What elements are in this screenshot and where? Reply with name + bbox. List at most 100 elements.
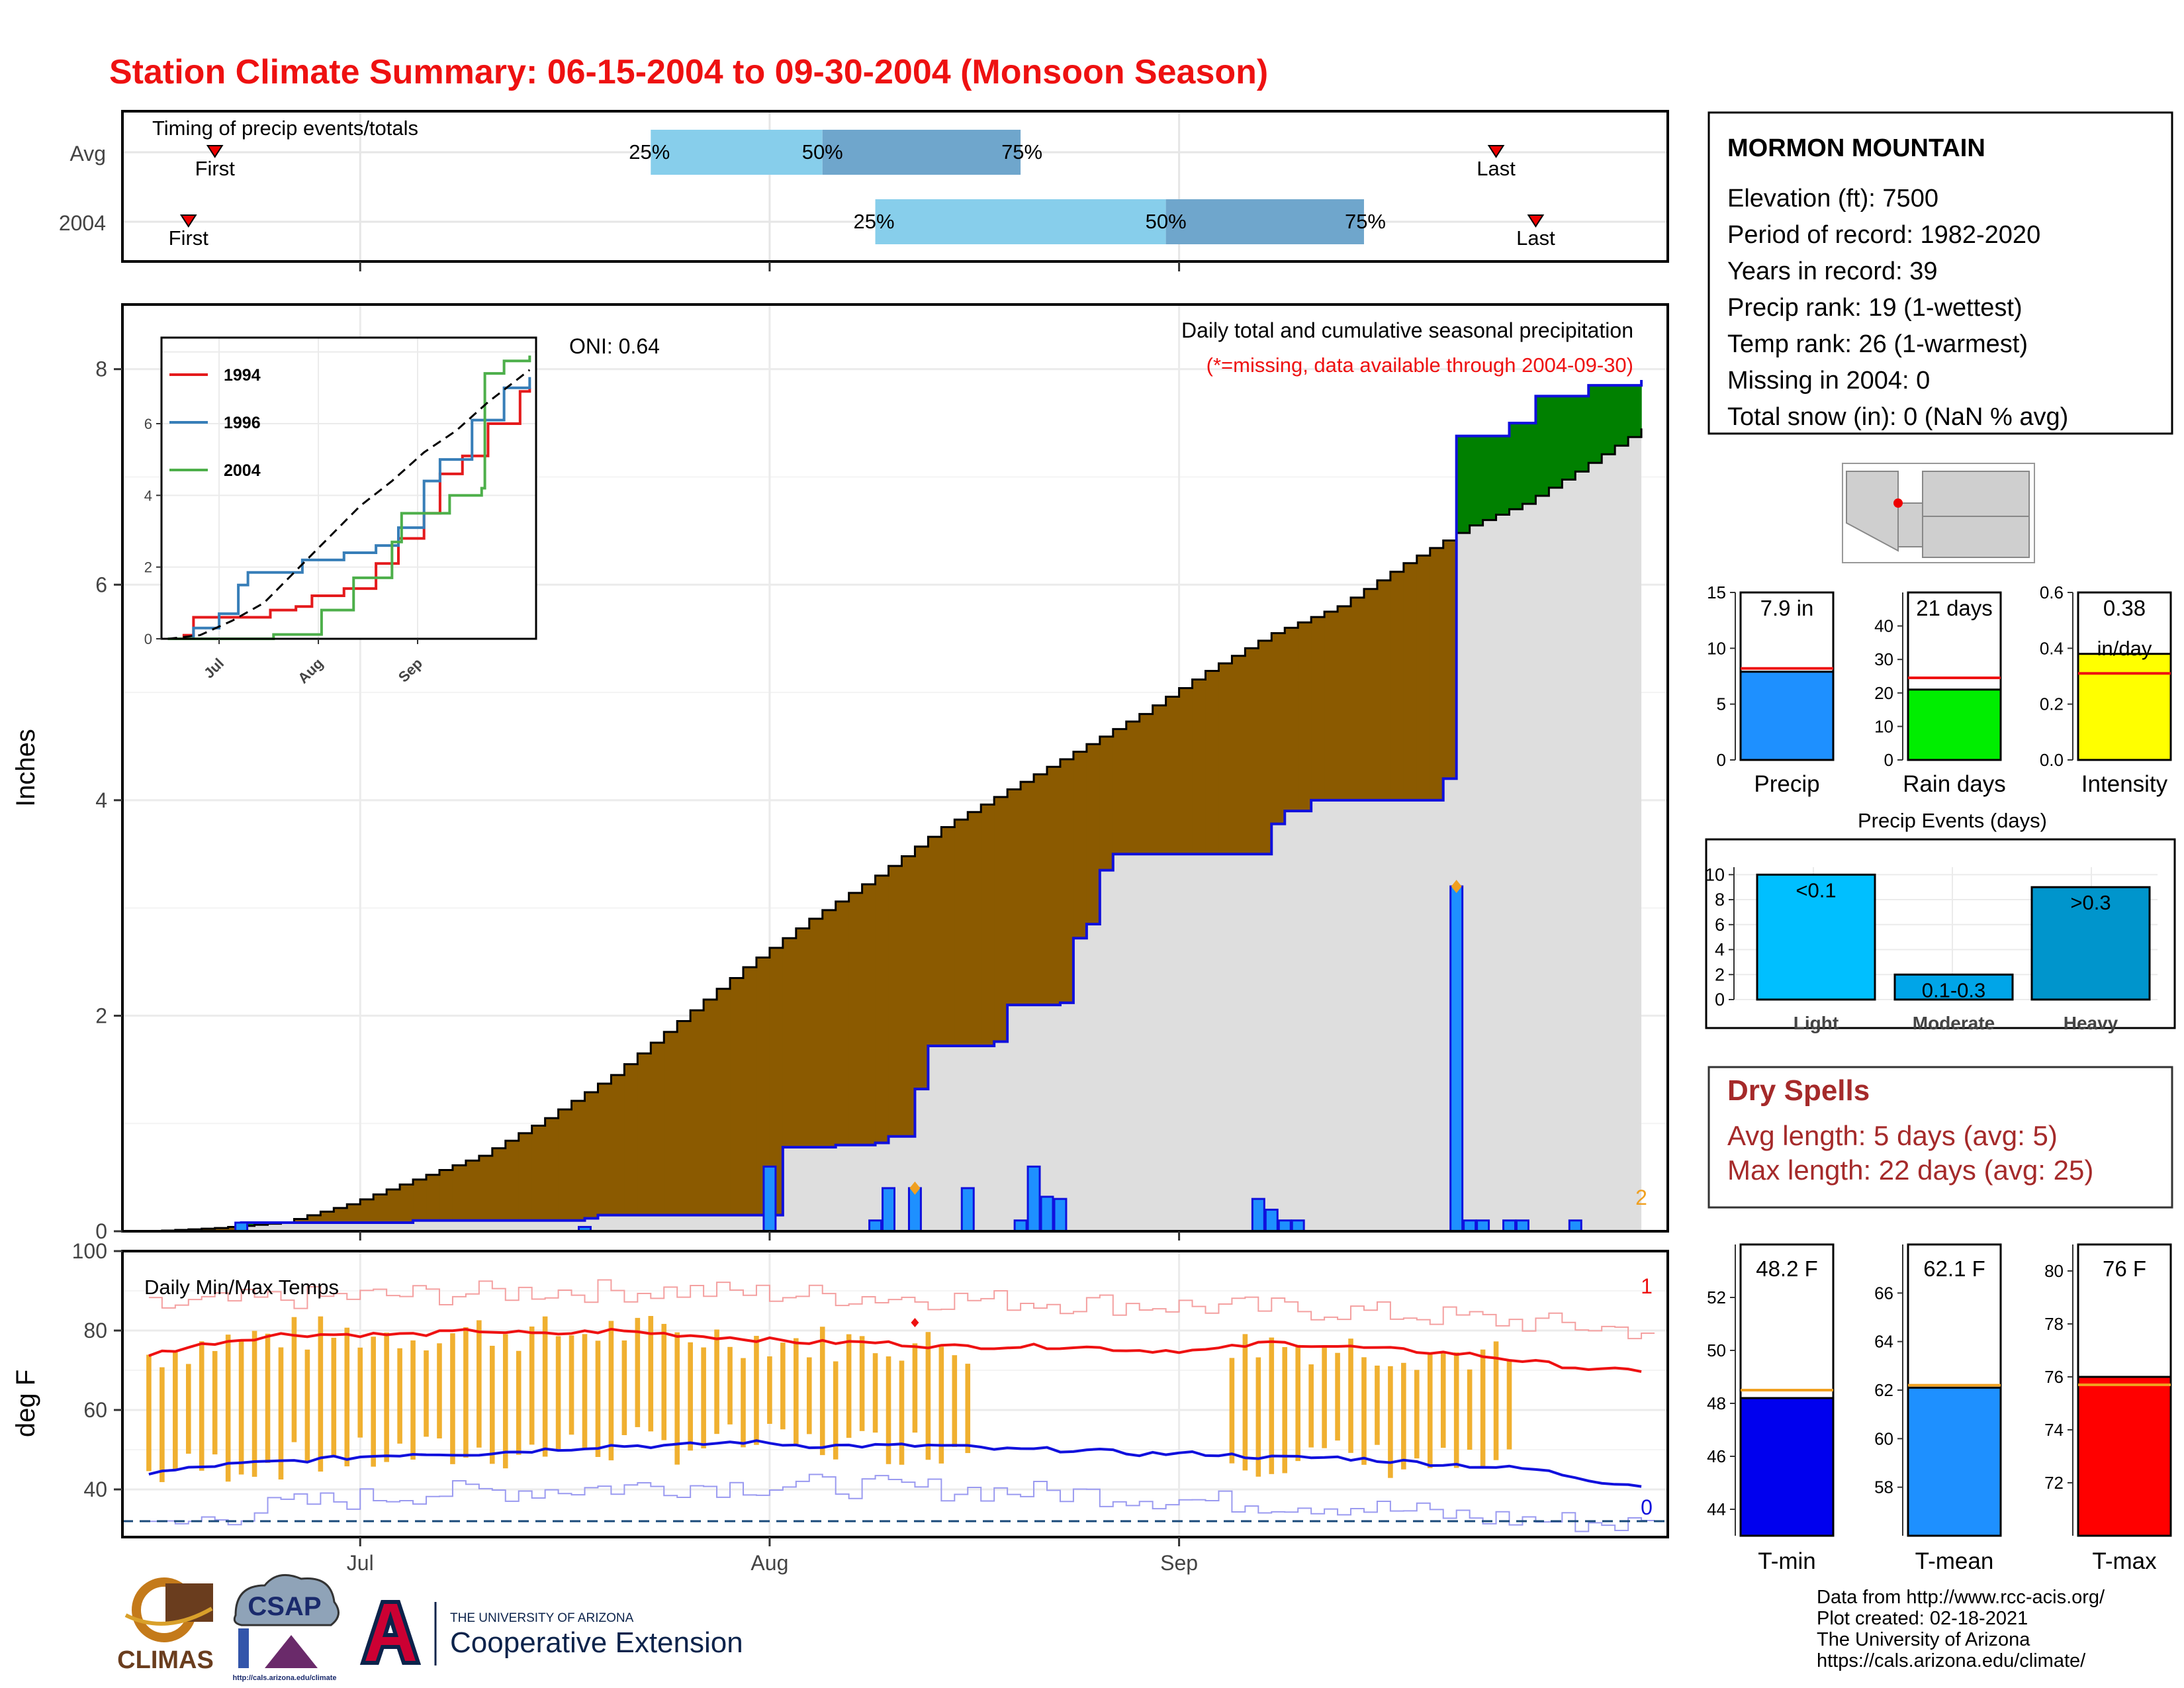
legend-label: 1996: [224, 414, 261, 432]
events-bar-heavy: [2030, 886, 2151, 1001]
small-bar-label: Rain days: [1903, 771, 2006, 797]
deficit-area: [1165, 696, 1180, 855]
temp-bar-chart-t-min: 44 46 48 50 52 48.2 F T-min: [1707, 1243, 1835, 1574]
daily-temp-range-bar: [741, 1358, 746, 1448]
daily-temp-range-bar: [701, 1347, 706, 1448]
events-title: Precip Events (days): [1858, 809, 2047, 832]
deficit-area: [704, 1000, 717, 1215]
daily-temp-range-bar: [1282, 1346, 1288, 1474]
y-tick-label: 60: [83, 1398, 107, 1422]
daily-precip-bar: [1026, 1165, 1041, 1233]
daily-temp-range-bar: [173, 1352, 178, 1470]
temp-bar-tick-label: 44: [1707, 1499, 1726, 1519]
daily-temp-range-bar: [278, 1347, 284, 1479]
precip-panel: 0 2 4 6 8 Inches Daily total and cumulative …: [11, 303, 1669, 1243]
precip-corner-count: 2: [1635, 1186, 1647, 1209]
timing-label-50: 50%: [802, 140, 843, 164]
deficit-area: [598, 1083, 612, 1215]
timing-marker-first-icon: [179, 214, 197, 228]
daily-temp-range-bar: [886, 1356, 891, 1464]
timing-panel: 25% 50% 75% First Last 25% 50% 75% First Last Tim…: [59, 110, 1669, 271]
temp-bar-chart-t-max: 72 74 76 78 80 76 F T-max: [2044, 1243, 2172, 1574]
timing-marker-last-label: Last: [1516, 226, 1555, 250]
temp-bar-tick-label: 52: [1707, 1288, 1726, 1307]
daily-temp-range-bar: [490, 1346, 495, 1464]
events-bar-label: Light: [1794, 1013, 1839, 1033]
temp-bar-tick-label: 46: [1707, 1446, 1726, 1466]
events-bar-range: 0.1-0.3: [1922, 978, 1986, 1002]
deficit-area: [545, 1118, 559, 1221]
daily-temp-range-bar: [477, 1320, 482, 1448]
events-bar-light: [1756, 873, 1876, 1001]
daily-temp-range-bar: [1295, 1344, 1300, 1462]
surplus-area: [1522, 423, 1537, 504]
daily-precip-bar: [1251, 1197, 1265, 1233]
inset-y-tick-label: 4: [144, 487, 152, 504]
daily-temp-range-bar: [1414, 1370, 1420, 1459]
daily-temp-range-bar: [1242, 1334, 1248, 1471]
inset-series-2004: [167, 355, 531, 640]
deficit-area: [822, 910, 837, 1148]
station-info-box: MORMON MOUNTAIN Elevation (ft): 7500 Peri…: [1707, 111, 2173, 435]
max-precip-marker-icon: [909, 1181, 921, 1195]
deficit-area: [677, 1021, 691, 1215]
daily-temp-range-bar: [621, 1340, 627, 1436]
daily-temp-range-bar: [1308, 1364, 1314, 1448]
deficit-area: [928, 837, 942, 1046]
climas-logo-text: CLIMAS: [117, 1646, 214, 1674]
daily-precip-bar: [1463, 1219, 1477, 1233]
deficit-area: [664, 1031, 678, 1215]
daily-temp-range-bar: [529, 1326, 535, 1445]
record-tmax-line: [148, 1279, 1655, 1340]
deficit-area: [1152, 705, 1167, 855]
deficit-area: [1245, 648, 1259, 855]
temp-ylabel: deg F: [11, 1370, 40, 1437]
daily-temp-range-bar: [1322, 1347, 1327, 1448]
daily-temp-range-bar: [569, 1335, 574, 1435]
deficit-area: [796, 928, 810, 1148]
daily-temp-range-bar: [397, 1348, 402, 1444]
daily-temp-range-bar: [754, 1336, 759, 1445]
daily-temp-range-bar: [595, 1340, 601, 1457]
temp-bar-label: T-max: [2092, 1548, 2157, 1574]
events-tick-label: 6: [1715, 915, 1725, 935]
deficit-area: [1060, 759, 1074, 1003]
deficit-area: [1073, 751, 1087, 939]
daily-temp-range-bar: [938, 1346, 944, 1464]
deficit-area: [743, 967, 757, 1215]
csap-logo: CSAP http://cals.arizona.edu/climate: [232, 1573, 340, 1682]
temp-bar-value: [1907, 1386, 2002, 1537]
y-tick-label: 80: [83, 1319, 107, 1342]
surplus-area: [1456, 436, 1471, 534]
daily-temp-range-bar: [238, 1339, 244, 1475]
avg-tmax-line: [148, 1327, 1642, 1374]
daily-temp-range-bar: [450, 1333, 455, 1464]
deficit-area: [756, 957, 770, 1215]
events-bar-range: >0.3: [2070, 891, 2111, 914]
daily-temp-range-bar: [1388, 1366, 1393, 1478]
events-tick-label: 2: [1715, 964, 1725, 984]
station-info-line: Precip rank: 19 (1-wettest): [1727, 294, 2023, 322]
daily-temp-range-bar: [1506, 1360, 1512, 1450]
daily-temp-range-bar: [159, 1367, 165, 1482]
deficit-area: [862, 884, 876, 1145]
timing-marker-first-label: First: [169, 226, 209, 250]
small-bar-value: [1739, 671, 1835, 761]
deficit-area: [518, 1133, 533, 1221]
deficit-area: [1363, 588, 1378, 800]
deficit-area: [875, 875, 889, 1143]
csap-logo-url: http://cals.arizona.edu/climate: [232, 1674, 336, 1682]
deficit-area: [954, 820, 968, 1046]
daily-temp-range-bar: [780, 1342, 786, 1430]
daily-temp-range-bar: [899, 1360, 905, 1465]
small-bar-tick-label: 0.2: [2040, 694, 2064, 714]
timing-marker-last-icon: [1487, 145, 1505, 158]
small-bar-tick-label: 0.0: [2040, 750, 2064, 770]
daily-precip-bar: [1291, 1219, 1305, 1233]
temp-bar-tick-label: 60: [1874, 1429, 1893, 1448]
legend-label: 2004: [224, 461, 261, 480]
record-high-marker-icon: [911, 1318, 919, 1327]
daily-temp-range-bar: [1269, 1337, 1275, 1474]
surplus-area: [1562, 396, 1576, 480]
temp-bar-tick-label: 62: [1874, 1380, 1893, 1400]
